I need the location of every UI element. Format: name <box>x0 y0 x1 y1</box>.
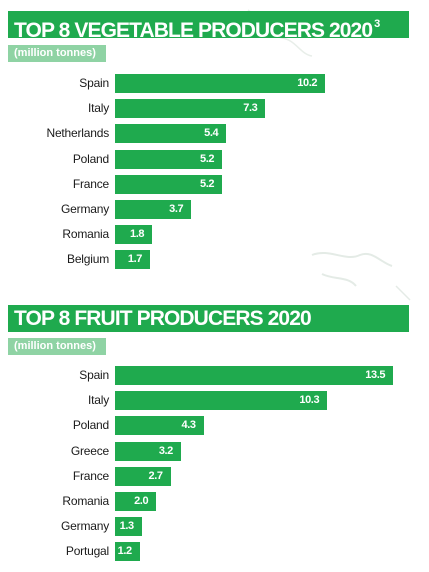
bar-value-label: 1.7 <box>127 253 143 266</box>
category-label: Spain <box>79 368 109 382</box>
category-label: France <box>72 176 109 191</box>
category-label: Greece <box>70 443 109 458</box>
bar-row: Romania 1.8 <box>0 225 429 245</box>
bar-row: France 2.7 <box>0 466 429 486</box>
bar: 7.3 <box>115 99 266 119</box>
bar-value-label: 13.5 <box>365 369 386 381</box>
bar-row: Greece 3.2 <box>0 441 429 461</box>
category-label: Spain <box>79 76 109 90</box>
bar-value-label: 5.2 <box>200 177 215 190</box>
bar-value-label: 1.3 <box>119 520 134 533</box>
bar: 1.7 <box>115 250 151 270</box>
bar-value-label: 10.3 <box>299 394 320 407</box>
bar-row: Spain 10.2 <box>0 74 429 93</box>
bar-row: Belgium 1.7 <box>0 250 429 270</box>
fruit-unit-label: (million tonnes) <box>8 338 106 355</box>
category-label: Belgium <box>67 252 109 267</box>
bar-row: Romania 2.0 <box>0 492 429 511</box>
bar: 2.0 <box>115 492 157 511</box>
category-label: Portugal <box>65 544 109 559</box>
bar-row: Germany 3.7 <box>0 200 429 219</box>
bar: 4.3 <box>115 416 204 436</box>
bar-value-label: 4.3 <box>181 419 196 432</box>
bar: 5.2 <box>115 149 223 169</box>
bar: 10.3 <box>115 391 328 411</box>
bar-row: Italy 10.3 <box>0 391 429 411</box>
category-label: Poland <box>72 151 109 166</box>
bar: 3.7 <box>115 200 192 219</box>
vegetable-title-text: TOP 8 VEGETABLE PRODUCERS 2020 <box>14 19 373 42</box>
bar-row: Spain 13.5 <box>0 366 429 385</box>
category-label: Germany <box>61 202 109 216</box>
bar: 5.2 <box>115 174 223 194</box>
vegetable-title-footnote: 3 <box>374 18 381 30</box>
bar-value-label: 2.7 <box>148 469 163 482</box>
category-label: Italy <box>87 101 109 116</box>
bar-value-label: 1.2 <box>117 545 132 558</box>
category-label: Poland <box>72 418 109 433</box>
bar: 5.4 <box>115 124 227 144</box>
bar-value-label: 3.2 <box>158 444 173 457</box>
category-label: Romania <box>62 494 109 508</box>
vegetable-unit-label: (million tonnes) <box>8 45 106 62</box>
bar-row: Poland 5.2 <box>0 149 429 169</box>
category-label: Germany <box>61 519 109 534</box>
category-label: Netherlands <box>46 126 109 141</box>
bar: 1.2 <box>115 542 140 562</box>
fruit-chart-title: TOP 8 FRUIT PRODUCERS 2020 <box>8 305 409 332</box>
bar-value-label: 5.4 <box>204 127 219 140</box>
bar: 1.3 <box>115 517 142 537</box>
bar-value-label: 7.3 <box>243 102 258 115</box>
bar-row: France 5.2 <box>0 174 429 194</box>
bar-row: Poland 4.3 <box>0 416 429 436</box>
bar-row: Netherlands 5.4 <box>0 124 429 144</box>
bar-row: Portugal 1.2 <box>0 542 429 562</box>
bar-value-label: 10.2 <box>297 77 318 89</box>
bar: 13.5 <box>115 366 394 385</box>
bar-row: Germany 1.3 <box>0 517 429 537</box>
bar: 1.8 <box>115 225 153 245</box>
category-label: Italy <box>87 393 109 408</box>
category-label: Romania <box>62 227 109 242</box>
vegetable-chart-title: TOP 8 VEGETABLE PRODUCERS 2020 3 <box>8 11 409 42</box>
bar-value-label: 3.7 <box>169 203 184 215</box>
bar-value-label: 2.0 <box>134 495 149 507</box>
bar: 3.2 <box>115 441 181 461</box>
fruit-title-text: TOP 8 FRUIT PRODUCERS 2020 <box>14 307 312 330</box>
bar: 2.7 <box>115 466 171 486</box>
bar-value-label: 5.2 <box>200 152 215 165</box>
bar: 10.2 <box>115 74 326 93</box>
bar-row: Italy 7.3 <box>0 99 429 119</box>
category-label: France <box>72 468 109 483</box>
bar-value-label: 1.8 <box>129 228 145 241</box>
